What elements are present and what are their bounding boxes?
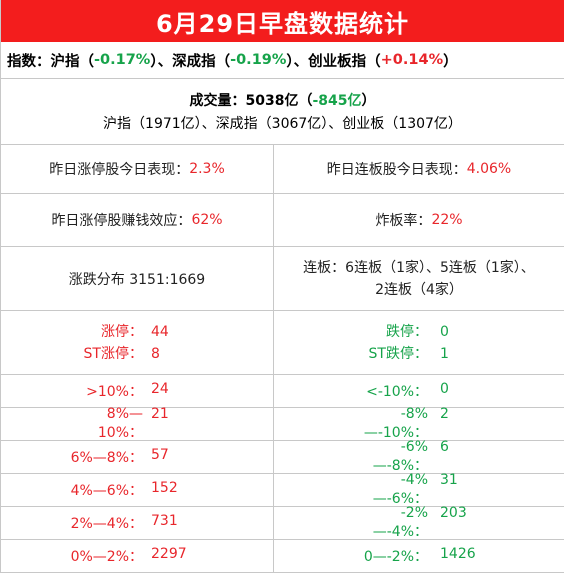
range-down-value: 0 [440, 381, 449, 397]
range-down: -4%—-6%： 31 [274, 472, 564, 507]
limit-row: 涨停： 44 ST涨停： 8 跌停： 0 ST跌停： 1 [1, 311, 564, 375]
range-up-value: 152 [151, 480, 178, 496]
range-up-label: 2%—4%： [70, 516, 143, 532]
index-suffix: ） [443, 53, 458, 70]
range-down-value: 2 [440, 406, 449, 422]
range-up: 0%—2%： 2297 [1, 540, 274, 572]
consec-line-1: 连板：6连板（1家）、5连板（1家）、 [303, 259, 535, 276]
range-up-value: 57 [151, 447, 169, 463]
range-row: 8%—10%： 21 -8%—-10%： 2 [1, 406, 564, 441]
money-effect: 昨日涨停股赚钱效应： 62% [1, 194, 274, 246]
volume-change: -845亿 [312, 93, 362, 109]
consec-perf-value: 4.06% [466, 161, 512, 177]
distribution: 涨跌分布 3151:1669 [1, 247, 274, 310]
range-up-value: 24 [151, 381, 169, 397]
range-up: 8%—10%： 21 [1, 406, 274, 441]
range-down-value: 1426 [440, 546, 476, 562]
cy-label: ）、创业板指（ [286, 53, 381, 70]
perf-row: 昨日涨停股今日表现： 2.3% 昨日连板股今日表现： 4.06% [1, 145, 564, 194]
range-row: 4%—6%： 152 -4%—-6%： 31 [1, 472, 564, 507]
break-rate-value: 22% [431, 212, 463, 228]
money-effect-value: 62% [191, 212, 223, 228]
range-down: -8%—-10%： 2 [274, 406, 564, 441]
volume-breakdown: 沪指（1971亿）、深成指（3067亿）、创业板（1307亿） [103, 116, 462, 132]
st-limit-down-label: ST跌停： [368, 345, 428, 362]
cy-value: +0.14% [380, 52, 444, 68]
limitup-perf-label: 昨日涨停股今日表现： [49, 162, 190, 178]
consec-perf: 昨日连板股今日表现： 4.06% [274, 145, 564, 193]
range-up-value: 731 [151, 513, 178, 529]
range-up-value: 21 [151, 406, 169, 422]
consec-summary: 连板：6连板（1家）、5连板（1家）、 2连板（4家） [274, 247, 564, 310]
st-limit-up: ST涨停： 8 [69, 343, 205, 365]
consec-line-2: 2连板（4家） [375, 281, 463, 298]
range-down: <-10%： 0 [274, 375, 564, 407]
st-limit-down: ST跌停： 1 [348, 343, 490, 365]
range-down: -2%—-4%： 203 [274, 505, 564, 540]
range-up-label: 8%—10%： [97, 406, 143, 441]
range-row: >10%： 24 <-10%： 0 [1, 375, 564, 408]
limit-up-value: 44 [151, 323, 169, 340]
range-row: 2%—4%： 731 -2%—-4%： 203 [1, 505, 564, 540]
range-down-label: -4%—-6%： [372, 472, 428, 507]
sh-value: -0.17% [94, 52, 151, 68]
volume-close: ） [361, 93, 376, 109]
limit-down-cell: 跌停： 0 ST跌停： 1 [274, 311, 564, 374]
limit-down-value: 0 [440, 323, 449, 340]
range-down-value: 6 [440, 439, 449, 455]
volume-total: 成交量：5038亿（-845亿） [189, 90, 375, 110]
sh-label: 沪指（ [50, 53, 95, 70]
break-rate-label: 炸板率： [375, 213, 432, 229]
range-down-label: -8%—-10%： [363, 406, 428, 441]
range-up: >10%： 24 [1, 375, 274, 407]
index-row: 指数： 沪指（ -0.17% ）、深成指（ -0.19% ）、创业板指（ +0.… [1, 42, 564, 79]
money-effect-label: 昨日涨停股赚钱效应： [51, 213, 192, 229]
range-up: 2%—4%： 731 [1, 507, 274, 539]
volume-row: 成交量：5038亿（-845亿） 沪指（1971亿）、深成指（3067亿）、创业… [1, 79, 564, 145]
limit-up-label: 涨停： [101, 323, 143, 340]
range-down-label: -6%—-8%： [372, 439, 428, 474]
range-up-label: 0%—2%： [70, 549, 143, 565]
sz-value: -0.19% [230, 52, 287, 68]
range-down-label: <-10%： [366, 384, 428, 400]
limitup-perf-value: 2.3% [189, 161, 225, 177]
range-up: 4%—6%： 152 [1, 474, 274, 506]
range-up-label: 6%—8%： [70, 450, 143, 466]
break-rate: 炸板率： 22% [274, 194, 564, 246]
st-limit-up-label: ST涨停： [83, 345, 143, 362]
range-down-value: 203 [440, 505, 467, 521]
limit-down-label: 跌停： [386, 323, 428, 340]
limit-up: 涨停： 44 [69, 321, 205, 343]
range-down: -6%—-8%： 6 [274, 439, 564, 474]
range-down-label: -2%—-4%： [372, 505, 428, 540]
range-up-value: 2297 [151, 546, 187, 562]
st-limit-down-value: 1 [440, 345, 449, 362]
range-row: 6%—8%： 57 -6%—-8%： 6 [1, 439, 564, 474]
index-prefix: 指数： [7, 53, 51, 70]
consec-perf-label: 昨日连板股今日表现： [326, 162, 467, 178]
limit-up-cell: 涨停： 44 ST涨停： 8 [1, 311, 274, 374]
range-row: 0%—2%： 2297 0—-2%： 1426 [1, 540, 564, 573]
range-down: 0—-2%： 1426 [274, 540, 564, 572]
st-limit-up-value: 8 [151, 345, 160, 362]
sz-label: ）、深成指（ [150, 53, 231, 70]
page-title: 6月29日早盘数据统计 [1, 0, 564, 42]
range-down-value: 31 [440, 472, 458, 488]
range-down-label: 0—-2%： [363, 549, 428, 565]
limit-down: 跌停： 0 [348, 321, 490, 343]
distribution-row: 涨跌分布 3151:1669 连板：6连板（1家）、5连板（1家）、 2连板（4… [1, 247, 564, 311]
range-up: 6%—8%： 57 [1, 441, 274, 473]
range-up-label: >10%： [86, 384, 143, 400]
volume-label: 成交量：5038亿（ [189, 93, 313, 109]
effect-row: 昨日涨停股赚钱效应： 62% 炸板率： 22% [1, 194, 564, 247]
limitup-perf: 昨日涨停股今日表现： 2.3% [1, 145, 274, 193]
range-up-label: 4%—6%： [70, 483, 143, 499]
